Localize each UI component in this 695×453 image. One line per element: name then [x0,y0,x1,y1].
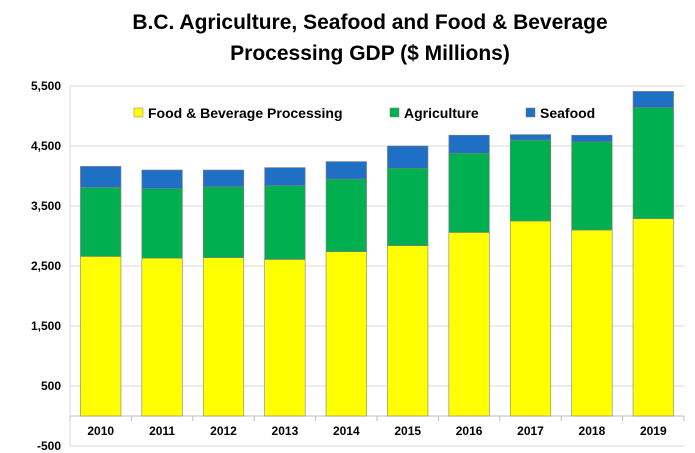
bar-agriculture [509,139,552,222]
y-tick-label: -500 [37,439,61,453]
bar-food-beverage [325,251,367,417]
x-tick-label: 2015 [394,424,421,438]
chart-title-line-1: B.C. Agriculture, Seafood and Food & Bev… [132,11,607,34]
bar-seafood [448,134,490,154]
bar-food-beverage [264,259,306,417]
y-tick-label: 3,500 [31,199,61,213]
bar-seafood [325,161,367,180]
bar-food-beverage [632,218,674,417]
bar-seafood [632,91,674,108]
bar-agriculture [632,107,674,219]
bar-agriculture [141,188,183,259]
bar-agriculture [448,152,490,233]
bar-agriculture [80,187,122,257]
bar-seafood [387,145,429,169]
bar-agriculture [571,141,613,231]
bar-food-beverage [202,257,245,417]
x-tick-label: 2010 [87,424,114,438]
y-tick-label: 4,500 [31,139,61,153]
chart-title-line-2: Processing GDP ($ Millions) [230,42,510,65]
bar-seafood [141,169,183,189]
legend-label: Food & Beverage Processing [148,105,343,121]
x-tick-label: 2013 [272,424,299,438]
y-tick-label: 2,500 [31,259,61,273]
legend-swatch [525,107,536,118]
bar-food-beverage [80,256,122,417]
y-tick-label: 500 [41,379,61,393]
x-tick-label: 2019 [640,424,667,438]
x-tick-label: 2018 [579,424,606,438]
x-tick-label: 2016 [456,424,483,438]
x-tick-label: 2014 [333,424,360,438]
bar-seafood [509,134,552,141]
x-tick-label: 2011 [149,424,175,438]
bar-food-beverage [387,245,429,417]
bars [80,91,674,417]
bar-seafood [264,167,306,186]
x-tick-label: 2017 [517,424,544,438]
bar-agriculture [264,185,306,260]
legend-label: Seafood [540,105,595,121]
axes: -500 500 1,500 2,500 3,500 4,500 5,500 2010 2011… [31,79,685,453]
bar-agriculture [387,167,429,246]
y-tick-label: 1,500 [31,319,61,333]
bar-food-beverage [448,232,490,417]
bar-food-beverage [571,229,613,417]
bar-seafood [571,134,613,143]
y-tick-label: 5,500 [31,79,61,93]
bar-food-beverage [141,257,183,417]
bar-food-beverage [509,220,552,417]
bar-seafood [80,166,122,188]
legend: Food & Beverage Processing Agriculture Sea… [133,105,595,121]
legend-swatch [389,107,400,118]
legend-label: Agriculture [404,105,479,121]
bar-agriculture [202,186,245,258]
bar-seafood [202,169,245,188]
bar-agriculture [325,178,367,252]
x-tick-label: 2012 [210,424,237,438]
legend-swatch [133,107,144,118]
